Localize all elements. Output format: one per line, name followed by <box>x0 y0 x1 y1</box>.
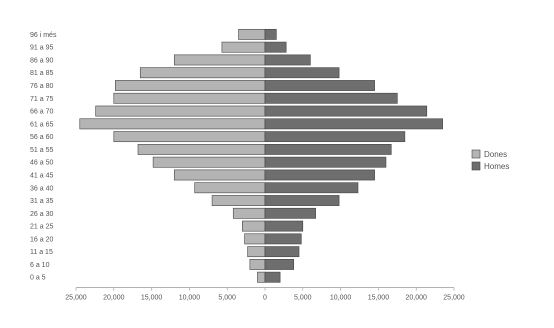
x-tick-label-7: 10,000 <box>330 295 352 302</box>
bar-homes-15 <box>264 80 375 91</box>
x-tick-label-4: 5,000 <box>218 295 236 302</box>
bar-dones-15 <box>115 80 266 91</box>
category-label-12: 61 a 65 <box>30 121 53 128</box>
bar-dones-2 <box>247 246 266 258</box>
category-label-15: 76 a 80 <box>30 83 53 90</box>
legend-label-dones: Dones <box>484 150 507 159</box>
bar-dones-19 <box>238 28 266 40</box>
legend-label-homes: Homes <box>484 162 509 171</box>
bar-dones-9 <box>152 156 266 168</box>
bar-homes-8 <box>264 169 375 181</box>
category-label-10: 51 a 55 <box>30 147 53 154</box>
bar-homes-7 <box>264 182 359 194</box>
bar-homes-5 <box>264 207 316 219</box>
category-label-8: 41 a 45 <box>30 172 53 179</box>
category-label-19: 96 i més <box>30 32 57 39</box>
category-label-18: 91 a 95 <box>30 45 53 52</box>
category-label-4: 21 a 25 <box>30 224 53 231</box>
x-tick-label-1: 20,000 <box>103 295 125 302</box>
category-label-7: 36 a 40 <box>30 185 53 192</box>
category-label-13: 66 a 70 <box>30 109 53 116</box>
bar-dones-3 <box>244 233 266 245</box>
legend-swatch-homes <box>471 161 481 171</box>
bar-dones-5 <box>232 207 266 219</box>
category-label-0: 0 a 5 <box>30 275 46 282</box>
bar-dones-11 <box>113 131 266 143</box>
bar-homes-9 <box>264 156 387 168</box>
category-labels-group: 0 a 5 6 a 10 11 a 15 16 a 20 21 a 25 26 a 30 3… <box>30 32 57 282</box>
bar-dones-1 <box>249 259 266 270</box>
bar-homes-14 <box>264 92 398 104</box>
bar-homes-16 <box>264 67 340 79</box>
x-tick-label-5: 0 <box>263 295 267 302</box>
bar-dones-12 <box>79 118 266 130</box>
bar-homes-13 <box>264 105 428 117</box>
x-tick-label-9: 20,000 <box>405 295 427 302</box>
category-label-14: 71 a 75 <box>30 96 53 103</box>
bar-dones-17 <box>173 54 266 66</box>
bar-homes-18 <box>264 41 287 53</box>
bar-homes-19 <box>264 28 277 40</box>
category-label-11: 56 a 60 <box>30 134 53 141</box>
category-label-1: 6 a 10 <box>30 262 50 269</box>
x-tick-label-10: 25,000 <box>443 295 465 302</box>
x-tick-label-3: 10,000 <box>179 295 201 302</box>
bar-homes-12 <box>264 118 443 130</box>
category-label-3: 16 a 20 <box>30 236 53 243</box>
category-label-16: 81 a 85 <box>30 70 53 77</box>
bar-homes-6 <box>264 195 340 206</box>
x-tick-label-6: 5,000 <box>294 295 312 302</box>
bar-homes-2 <box>264 246 300 258</box>
bar-dones-6 <box>211 195 266 206</box>
bar-dones-4 <box>242 220 266 232</box>
bars-group <box>79 28 443 283</box>
bar-homes-3 <box>264 233 302 245</box>
x-tick-label-8: 15,000 <box>368 295 390 302</box>
bar-dones-16 <box>139 67 266 79</box>
bar-dones-8 <box>173 169 266 181</box>
bar-dones-7 <box>194 182 266 194</box>
category-label-6: 31 a 35 <box>30 198 53 205</box>
x-tick-label-2: 15,000 <box>141 295 163 302</box>
bar-dones-13 <box>95 105 266 117</box>
category-label-9: 46 a 50 <box>30 160 53 167</box>
bar-homes-4 <box>264 220 304 232</box>
bar-homes-11 <box>264 131 406 143</box>
bar-homes-17 <box>264 54 311 66</box>
legend-swatch-dones <box>471 149 481 159</box>
x-tick-label-0: 25,000 <box>65 295 87 302</box>
bar-dones-0 <box>257 271 266 283</box>
bar-homes-1 <box>264 259 295 270</box>
x-ticks-group: 25,000 20,000 15,000 10,000 5,000 0 5,000 10,00… <box>65 287 465 302</box>
bar-dones-18 <box>221 41 266 53</box>
category-label-2: 11 a 15 <box>30 249 53 256</box>
category-label-5: 26 a 30 <box>30 211 53 218</box>
legend: Dones Homes <box>471 149 509 171</box>
bar-dones-14 <box>113 92 266 104</box>
category-label-17: 86 a 90 <box>30 57 53 64</box>
bar-dones-10 <box>137 144 266 155</box>
bar-homes-0 <box>264 271 281 283</box>
bar-homes-10 <box>264 144 392 155</box>
